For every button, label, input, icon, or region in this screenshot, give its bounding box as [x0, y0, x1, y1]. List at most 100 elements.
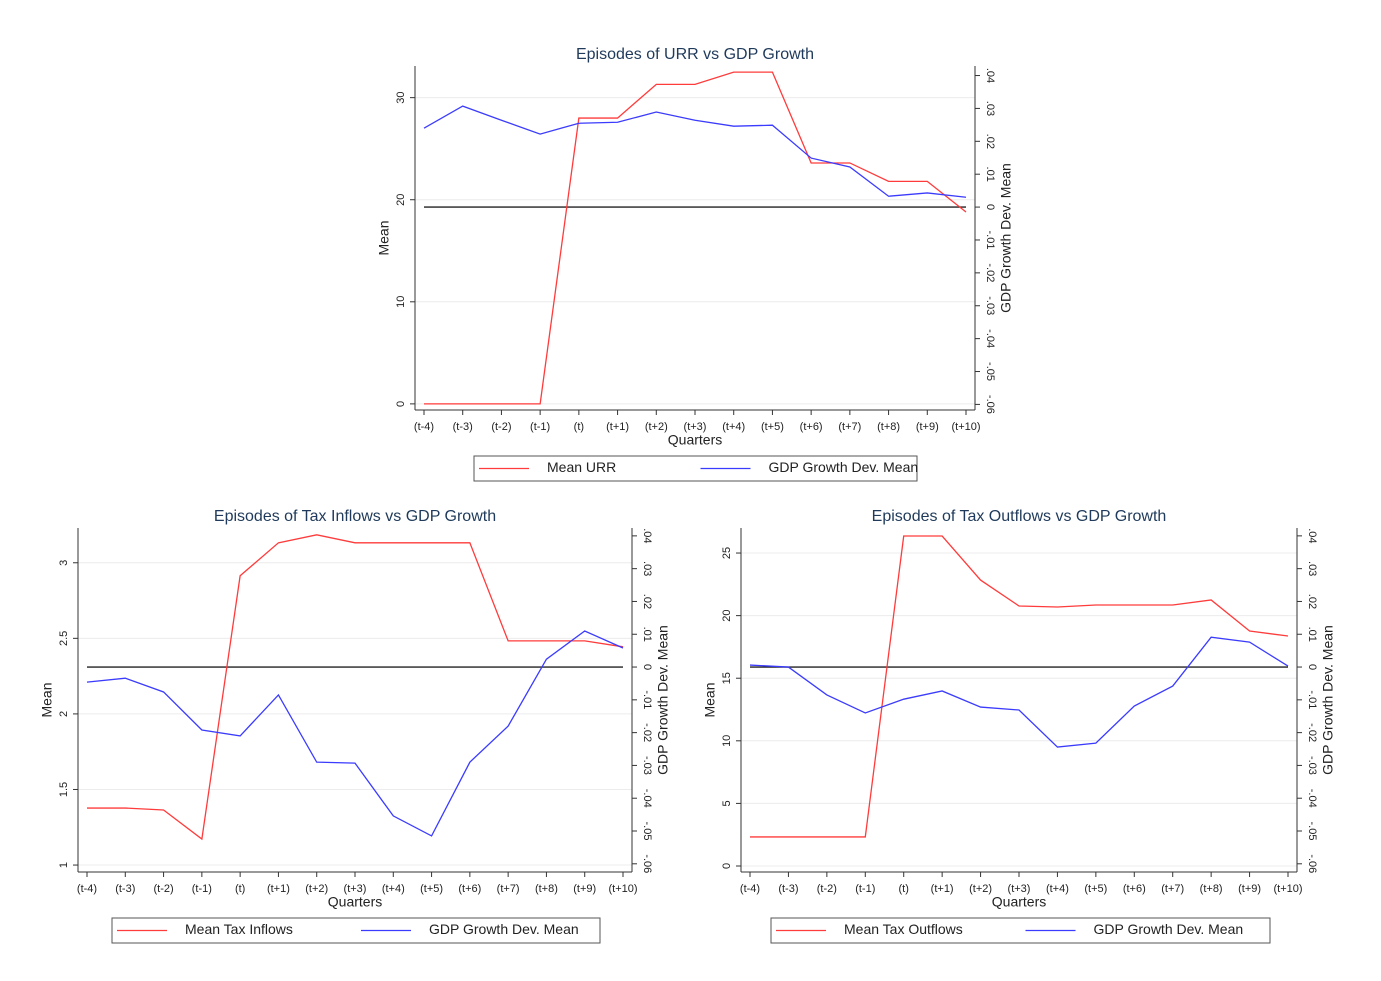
x-tick-label: (t+5)	[1084, 883, 1107, 895]
y2-tick-label: -.05	[1306, 822, 1318, 841]
y-tick-label: 1	[58, 862, 70, 868]
x-tick-label: (t+7)	[497, 883, 520, 895]
y2-tick-label: 0	[641, 664, 653, 670]
legend-label: Mean Tax Inflows	[185, 921, 293, 937]
y-tick-label: 5	[721, 800, 733, 806]
y-tick-label: 10	[721, 735, 733, 747]
y2-tick-label: .03	[1306, 561, 1318, 576]
x-tick-label: (t+9)	[573, 883, 596, 895]
x-axis-label: Quarters	[668, 432, 722, 448]
x-tick-label: (t+1)	[267, 883, 290, 895]
x-tick-label: (t+7)	[1161, 883, 1184, 895]
series-line	[749, 636, 1289, 748]
x-axis-label: Quarters	[328, 894, 382, 910]
legend-label: Mean URR	[547, 459, 616, 475]
y2-tick-label: -.03	[984, 296, 996, 315]
series-line	[750, 535, 1289, 838]
y-tick-label: 30	[395, 92, 407, 104]
y-tick-label: 2.5	[58, 631, 70, 646]
chart-title: Episodes of Tax Inflows vs GDP Growth	[214, 508, 496, 525]
x-tick-label: (t+10)	[608, 883, 637, 895]
y2-tick-label: -.02	[641, 723, 653, 742]
x-tick-label: (t+10)	[1273, 883, 1302, 895]
y2-tick-label: -.03	[1306, 756, 1318, 775]
x-tick-label: (t+4)	[722, 421, 745, 433]
x-tick-label: (t+3)	[684, 421, 707, 433]
y2-axis-label: GDP Growth Dev. Mean	[1320, 625, 1336, 775]
legend-box	[473, 455, 918, 482]
y2-tick-label: -.04	[1306, 789, 1318, 808]
y2-tick-label: .02	[641, 594, 653, 609]
x-tick-label: (t-4)	[77, 883, 97, 895]
x-tick-label: (t+9)	[916, 421, 939, 433]
x-tick-label: (t+5)	[420, 883, 443, 895]
x-tick-label: (t-4)	[414, 421, 434, 433]
series-line	[424, 71, 967, 405]
y2-tick-label: .02	[1306, 594, 1318, 609]
x-tick-label: (t+5)	[761, 421, 784, 433]
y2-tick-label: 0	[1306, 664, 1318, 670]
y-tick-label: 20	[395, 194, 407, 206]
y2-tick-label: .04	[984, 68, 996, 83]
y2-tick-label: -.02	[1306, 723, 1318, 742]
y2-tick-label: -.02	[984, 263, 996, 282]
y2-tick-label: .03	[984, 101, 996, 116]
x-tick-label: (t+6)	[800, 421, 823, 433]
x-tick-label: (t+10)	[951, 421, 980, 433]
y-tick-label: 10	[395, 296, 407, 308]
y2-tick-label: .01	[984, 167, 996, 182]
series-line	[86, 630, 624, 837]
x-tick-label: (t+3)	[1008, 883, 1031, 895]
y2-tick-label: -.04	[984, 329, 996, 348]
y2-axis-label: GDP Growth Dev. Mean	[998, 163, 1014, 313]
x-tick-label: (t+1)	[606, 421, 629, 433]
y-tick-label: 15	[721, 672, 733, 684]
y2-tick-label: -.03	[641, 756, 653, 775]
series-line	[87, 534, 624, 841]
x-tick-label: (t+3)	[344, 883, 367, 895]
x-tick-label: (t)	[574, 421, 584, 433]
y2-tick-label: .02	[984, 134, 996, 149]
y2-axis-label: GDP Growth Dev. Mean	[655, 625, 671, 775]
y-tick-label: 2	[58, 711, 70, 717]
y-axis-label: Mean	[39, 682, 55, 717]
chart-title: Episodes of Tax Outflows vs GDP Growth	[872, 508, 1167, 525]
chart-title: Episodes of URR vs GDP Growth	[576, 46, 814, 63]
y2-tick-label: .01	[1306, 627, 1318, 642]
x-tick-label: (t+4)	[1046, 883, 1069, 895]
x-tick-label: (t+6)	[458, 883, 481, 895]
y-tick-label: 20	[721, 610, 733, 622]
x-tick-label: (t-2)	[491, 421, 511, 433]
x-tick-label: (t-3)	[453, 421, 473, 433]
x-tick-label: (t-4)	[740, 883, 760, 895]
y2-tick-label: -.04	[641, 789, 653, 808]
x-tick-label: (t-1)	[192, 883, 212, 895]
x-tick-label: (t+4)	[382, 883, 405, 895]
y-tick-label: 1.5	[58, 782, 70, 797]
y-axis-label: Mean	[376, 220, 392, 255]
legend-box	[770, 917, 1271, 944]
y-tick-label: 3	[58, 560, 70, 566]
y2-tick-label: .04	[1306, 528, 1318, 543]
x-tick-label: (t+2)	[305, 883, 328, 895]
x-tick-label: (t)	[235, 883, 245, 895]
y2-tick-label: .03	[641, 561, 653, 576]
x-tick-label: (t+8)	[535, 883, 558, 895]
y2-tick-label: -.05	[641, 822, 653, 841]
y2-tick-label: 0	[984, 204, 996, 210]
y-tick-label: 0	[395, 401, 407, 407]
x-tick-label: (t-2)	[817, 883, 837, 895]
x-axis-label: Quarters	[992, 894, 1046, 910]
y2-tick-label: -.06	[984, 395, 996, 414]
legend-label: GDP Growth Dev. Mean	[429, 921, 579, 937]
y-axis-label: Mean	[702, 682, 718, 717]
y2-tick-label: -.06	[641, 854, 653, 873]
y2-tick-label: -.01	[1306, 690, 1318, 709]
x-tick-label: (t+6)	[1123, 883, 1146, 895]
y2-tick-label: -.01	[984, 230, 996, 249]
legend-label: GDP Growth Dev. Mean	[769, 459, 919, 475]
x-tick-label: (t)	[899, 883, 909, 895]
y-tick-label: 0	[721, 863, 733, 869]
x-tick-label: (t+1)	[931, 883, 954, 895]
